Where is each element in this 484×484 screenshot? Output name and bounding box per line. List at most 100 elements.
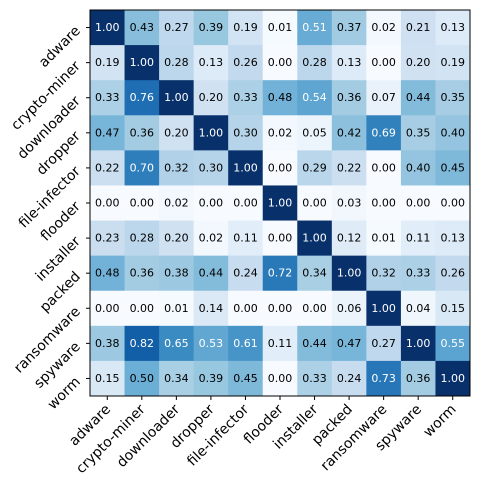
cell-value-label: 0.34 [164,372,189,385]
heatmap-cell [297,10,333,46]
heatmap-cell [331,45,367,81]
heatmap-cell [297,185,333,222]
heatmap-cell [124,80,160,116]
cell-value-label: 0.19 [440,56,465,69]
cell-value-label: 0.00 [268,161,293,174]
cell-value-label: 0.26 [440,267,465,280]
heatmap-cell [193,80,229,116]
heatmap-cell [331,80,367,116]
heatmap-cell [297,80,333,116]
heatmap-cell [193,185,229,222]
heatmap-cell [331,185,367,222]
heatmap-cell [159,325,195,362]
cell-value-label: 0.54 [302,91,327,104]
heatmap-cell [435,10,471,46]
cell-value-label: 0.29 [302,161,327,174]
cell-value-label: 1.00 [199,126,224,139]
cell-value-label: 0.24 [233,267,258,280]
cell-value-label: 0.01 [268,21,293,34]
cell-value-label: 0.11 [268,337,293,350]
cell-value-label: 0.33 [233,91,258,104]
heatmap-cell [262,80,298,116]
heatmap-cell [400,10,436,46]
heatmap-cell [366,115,402,151]
cell-value-label: 0.65 [164,337,189,350]
cell-value-label: 0.00 [302,302,327,315]
cell-value-label: 0.36 [130,267,155,280]
cell-value-label: 0.04 [406,302,431,315]
cell-value-label: 0.44 [302,337,327,350]
heatmap-cell [193,45,229,81]
cell-value-label: 0.55 [440,337,465,350]
cell-value-label: 0.35 [440,91,465,104]
cell-value-label: 0.02 [199,232,224,245]
heatmap-cell [90,325,126,362]
heatmap-cell [90,150,126,186]
heatmap-cell [124,10,160,46]
heatmap-cell [90,360,126,397]
cell-value-label: 1.00 [164,91,189,104]
cell-value-label: 0.28 [302,56,327,69]
heatmap-cell [297,325,333,362]
heatmap-cell [159,45,195,81]
cell-value-label: 0.72 [268,267,293,280]
heatmap-cell [228,115,264,151]
cell-value-label: 0.14 [199,302,224,315]
heatmap-cell [193,150,229,186]
cell-value-label: 0.45 [440,161,465,174]
cell-value-label: 0.30 [199,161,224,174]
cell-value-label: 0.02 [268,126,293,139]
cell-value-label: 0.47 [337,337,362,350]
cell-value-label: 0.11 [233,232,258,245]
heatmap-cell [331,290,367,327]
heatmap-cell [435,290,471,327]
cell-value-label: 0.70 [130,161,155,174]
cell-value-label: 0.44 [406,91,431,104]
heatmap-cell [297,255,333,292]
cell-value-label: 0.27 [164,21,189,34]
cell-value-label: 1.00 [337,267,362,280]
cell-value-label: 0.05 [302,126,327,139]
heatmap-cell [124,360,160,397]
cell-value-label: 0.00 [233,197,258,210]
heatmap-cell [331,150,367,186]
heatmap-cell [400,290,436,327]
cell-value-label: 0.53 [199,337,224,350]
heatmap-cell [193,290,229,327]
cell-value-label: 0.00 [268,372,293,385]
heatmap-cell [297,290,333,327]
heatmap-cell [400,115,436,151]
heatmap-cell [435,325,471,362]
cell-value-label: 0.36 [337,91,362,104]
heatmap-cell [124,185,160,222]
cell-value-label: 0.00 [371,56,396,69]
heatmap-cell [228,150,264,186]
heatmap-cell [262,45,298,81]
cell-value-label: 0.43 [130,21,155,34]
cell-value-label: 0.13 [440,232,465,245]
heatmap-cell [297,150,333,186]
cell-value-label: 0.20 [164,126,189,139]
cell-value-label: 0.00 [371,197,396,210]
cell-value-label: 0.00 [199,197,224,210]
heatmap-cell [297,220,333,257]
heatmap-cell [262,220,298,257]
heatmap-cell [366,220,402,257]
cell-value-label: 1.00 [406,337,431,350]
cell-value-label: 0.33 [302,372,327,385]
heatmap-cell [193,115,229,151]
cell-value-label: 0.00 [233,302,258,315]
heatmap-cell [331,360,367,397]
heatmap-cell [366,185,402,222]
heatmap-cell [400,255,436,292]
heatmap-cell [228,45,264,81]
heatmap-cell [366,45,402,81]
cell-value-label: 0.40 [440,126,465,139]
heatmap-cell [193,220,229,257]
cell-value-label: 0.27 [371,337,396,350]
heatmap-cell [400,150,436,186]
cell-value-label: 1.00 [95,21,120,34]
heatmap-cell [331,255,367,292]
heatmap-cell [193,325,229,362]
